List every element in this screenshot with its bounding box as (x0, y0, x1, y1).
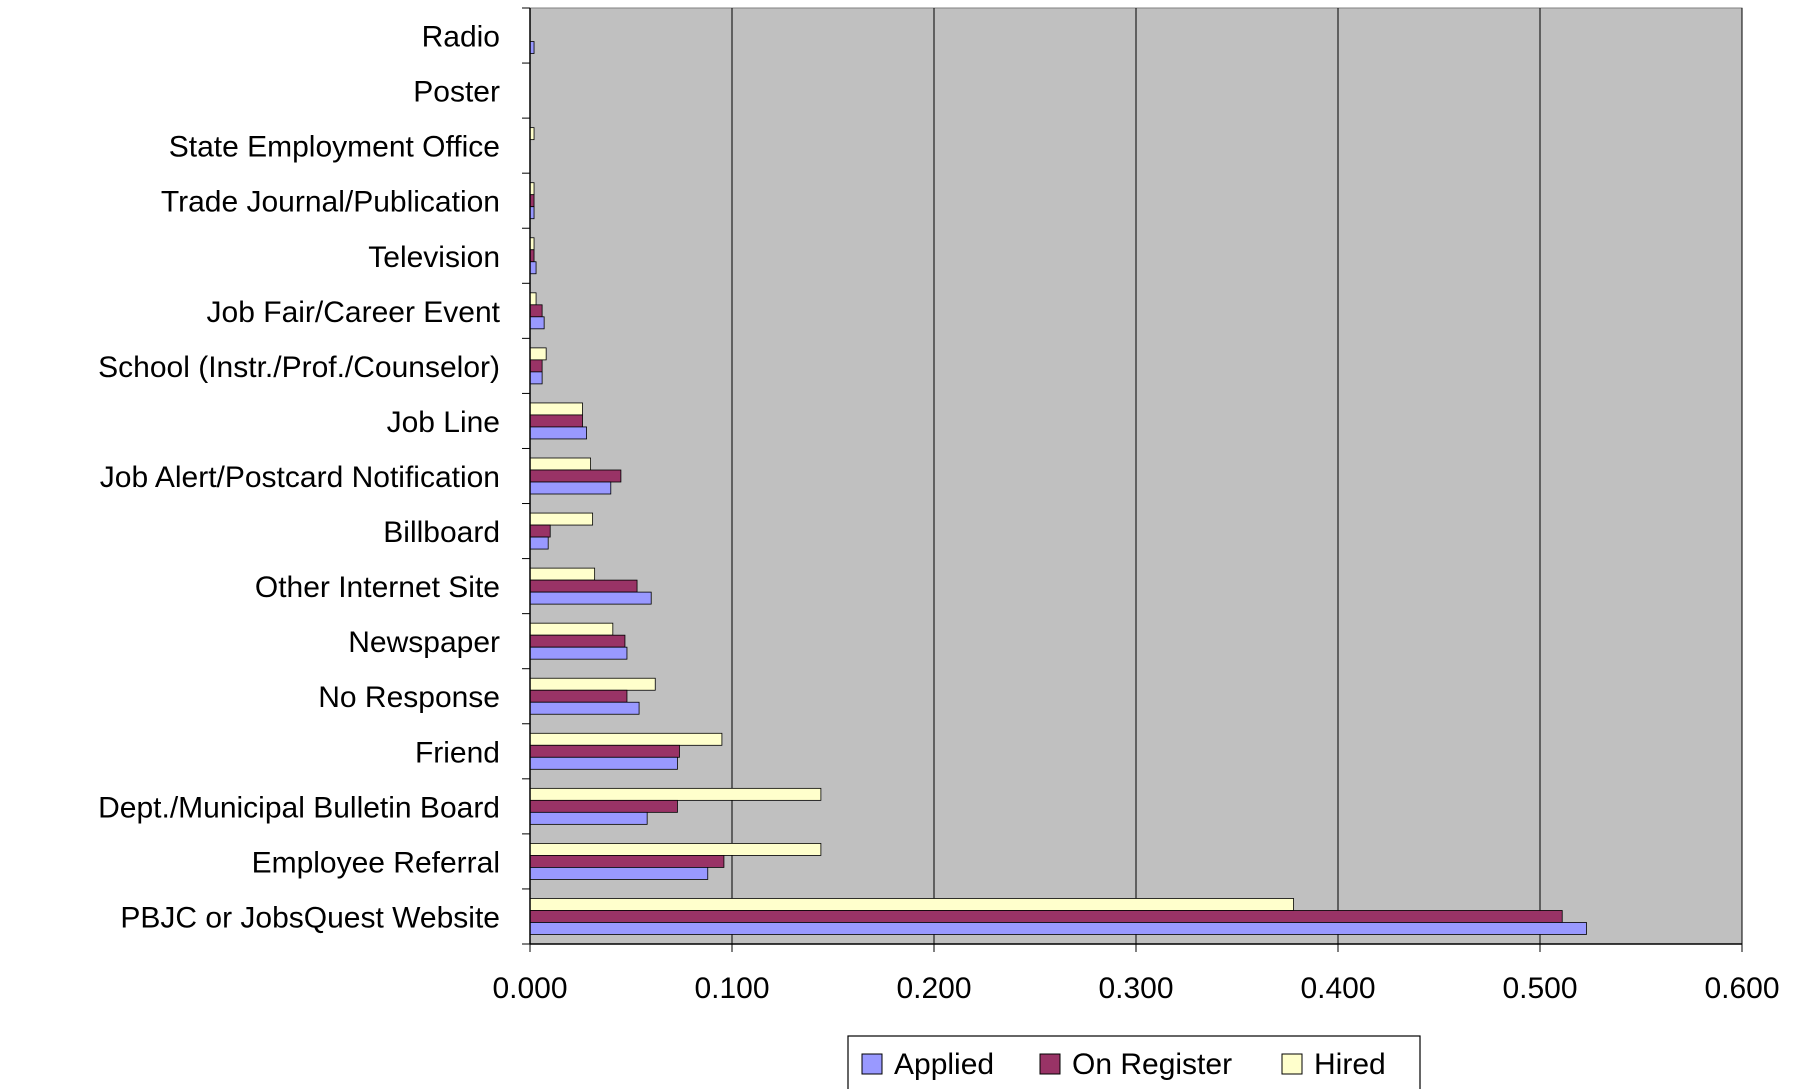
legend-swatch-on-register (1039, 1053, 1061, 1075)
x-tick-label: 0.400 (1300, 972, 1375, 1005)
category-label: State Employment Office (169, 131, 500, 164)
bar-on-register (529, 910, 1563, 923)
legend-label: Applied (894, 1048, 994, 1081)
category-label: Radio (422, 21, 500, 54)
bar-hired (529, 787, 822, 801)
bar-hired (529, 843, 822, 856)
legend-label: Hired (1314, 1048, 1386, 1081)
bar-applied (529, 646, 628, 660)
bar-applied (529, 867, 709, 880)
bar-hired (529, 732, 723, 746)
bar-applied (529, 371, 543, 385)
category-label: No Response (318, 681, 500, 714)
x-tick-labels: 0.000 0.100 0.200 0.300 0.400 0.500 0.600 (492, 972, 1779, 1005)
category-label: School (Instr./Prof./Counselor) (98, 351, 500, 384)
x-tick-label: 0.600 (1704, 972, 1779, 1005)
bar-applied (529, 591, 652, 605)
bar-hired (529, 292, 537, 306)
bar-applied (529, 701, 640, 715)
bar-hired (529, 457, 591, 471)
category-label: Trade Journal/Publication (161, 186, 500, 219)
bar-hired (529, 512, 594, 526)
x-tick-label: 0.000 (492, 972, 567, 1005)
bar-on-register (529, 855, 725, 868)
legend: Applied On Register Hired (847, 1035, 1421, 1089)
category-label: Poster (413, 76, 500, 109)
category-labels: Radio Poster State Employment Office Trade … (98, 21, 501, 935)
bar-on-register (529, 414, 583, 428)
bar-applied (529, 316, 545, 330)
legend-box (847, 1035, 1421, 1089)
category-label: Friend (415, 736, 500, 769)
bar-applied (529, 536, 549, 550)
legend-label: On Register (1072, 1048, 1232, 1081)
bar-hired (529, 622, 614, 636)
bar-on-register (529, 689, 628, 703)
bar-hired (529, 898, 1294, 911)
bar-on-register (529, 469, 622, 483)
bar-hired (529, 402, 583, 416)
category-label: Job Alert/Postcard Notification (100, 461, 500, 494)
bar-on-register (529, 799, 678, 813)
bar-applied (529, 922, 1587, 935)
bar-on-register (529, 359, 543, 373)
category-label: Newspaper (348, 626, 500, 659)
bar-on-register (529, 634, 626, 648)
bar-applied (529, 426, 587, 440)
bar-on-register (529, 304, 543, 318)
bar-applied (529, 261, 537, 275)
bar-on-register (529, 524, 551, 538)
category-label: Employee Referral (252, 846, 500, 879)
bar-hired (529, 677, 656, 691)
category-label: Billboard (383, 516, 500, 549)
bar-on-register (529, 744, 680, 758)
bar-applied (529, 481, 612, 495)
category-label: Other Internet Site (255, 571, 500, 604)
x-tick-label: 0.300 (1098, 972, 1173, 1005)
x-tick-label: 0.200 (896, 972, 971, 1005)
bar-hired (529, 347, 547, 361)
legend-swatch-hired (1281, 1053, 1303, 1075)
x-tick-label: 0.500 (1502, 972, 1577, 1005)
category-label: PBJC or JobsQuest Website (120, 901, 500, 934)
bar-applied (529, 811, 648, 825)
bar-hired (529, 567, 596, 581)
axes (522, 7, 1743, 952)
legend-swatch-applied (861, 1053, 883, 1075)
category-label: Job Line (387, 406, 500, 439)
category-label: Dept./Municipal Bulletin Board (98, 791, 500, 824)
bar-on-register (529, 579, 638, 593)
bar-applied (529, 756, 678, 770)
category-label: Job Fair/Career Event (207, 296, 501, 329)
category-label: Television (368, 241, 500, 274)
x-tick-label: 0.100 (694, 972, 769, 1005)
